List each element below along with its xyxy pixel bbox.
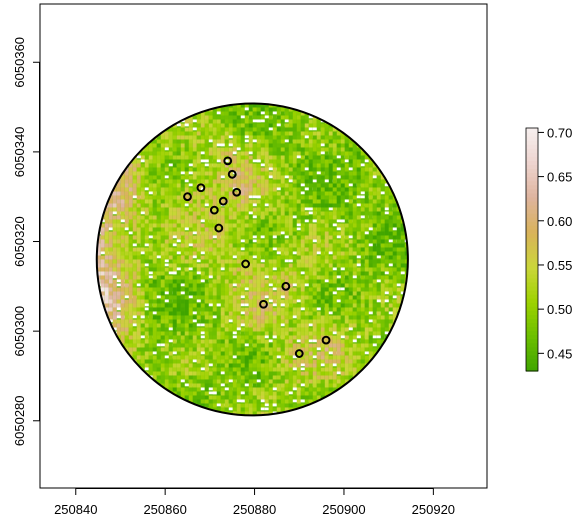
legend-tick-label: 0.70 <box>547 125 572 140</box>
y-axis: 6050280 6050300 6050320 6050340 6050360 <box>12 37 40 446</box>
y-tick-label: 6050300 <box>12 306 27 357</box>
legend-tick-label: 0.45 <box>547 346 572 361</box>
raster-cells <box>97 103 413 415</box>
legend-tick-label: 0.50 <box>547 302 572 317</box>
y-tick-label: 6050320 <box>12 216 27 267</box>
heatmap-raster <box>97 103 413 415</box>
x-tick-label: 250880 <box>233 502 276 517</box>
x-tick-label: 250900 <box>322 502 365 517</box>
y-tick-label: 6050280 <box>12 395 27 446</box>
legend-tick-label: 0.60 <box>547 214 572 229</box>
x-axis: 250840 250860 250880 250900 250920 <box>54 488 455 517</box>
x-tick-label: 250840 <box>54 502 97 517</box>
x-tick-label: 250860 <box>143 502 186 517</box>
legend-tick-label: 0.55 <box>547 258 572 273</box>
y-tick-label: 6050360 <box>12 37 27 88</box>
color-legend: 0.45 0.50 0.55 0.60 0.65 0.70 <box>526 125 572 371</box>
x-tick-label: 250920 <box>412 502 455 517</box>
y-tick-label: 6050340 <box>12 127 27 178</box>
legend-tick-label: 0.65 <box>547 170 572 185</box>
legend-gradient <box>526 128 538 372</box>
